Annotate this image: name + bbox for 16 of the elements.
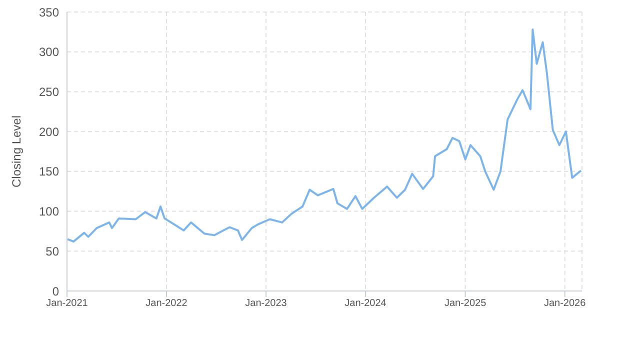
y-tick-label: 300 (38, 45, 60, 60)
x-tick-label: Jan-2023 (245, 298, 288, 310)
y-tick-label: 350 (38, 5, 60, 20)
x-tick-label: Jan-2026 (544, 298, 586, 310)
y-tick-label: 0 (52, 284, 60, 298)
y-tick-label: 50 (46, 244, 60, 258)
x-tick-label: Jan-2025 (444, 298, 487, 310)
x-tick-label: Jan-2021 (46, 298, 88, 310)
y-axis-title: Closing Level (9, 115, 24, 188)
y-tick-label: 100 (38, 204, 60, 219)
y-tick-label: 150 (38, 164, 60, 179)
y-tick-label: 250 (38, 84, 60, 99)
x-tick-label: Jan-2024 (344, 298, 387, 310)
x-tick-label: Jan-2022 (146, 298, 188, 310)
line-series (67, 28, 582, 243)
y-tick-label: 200 (38, 124, 60, 139)
